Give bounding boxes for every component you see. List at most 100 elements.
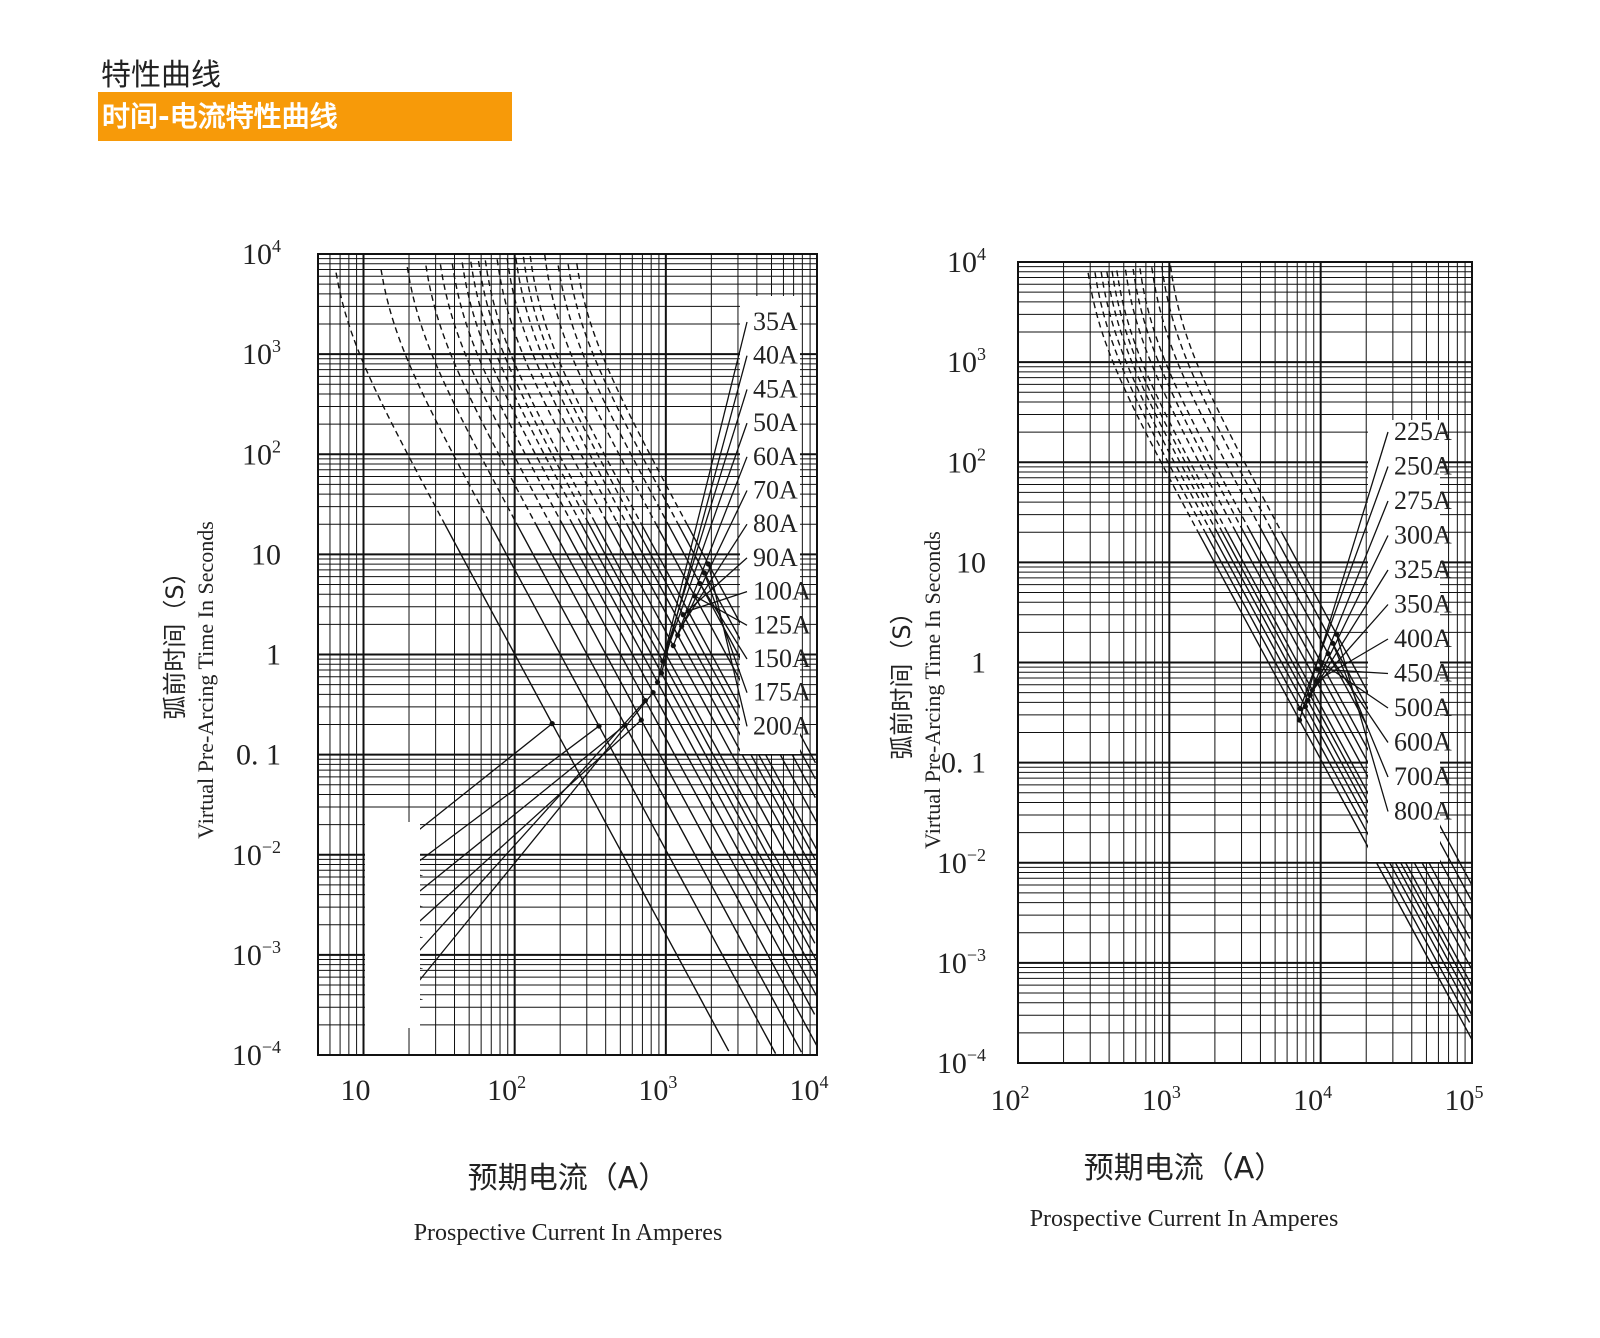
legend-panel (1368, 420, 1440, 862)
leader-dot-325A (1307, 692, 1313, 698)
leader-dot-300A (1305, 698, 1311, 704)
leader-dot-250A (1297, 705, 1303, 712)
y-tick-label: 0. 1 (236, 739, 281, 772)
leader-dot-30A (650, 690, 656, 696)
y-tick-label: 0. 1 (941, 747, 986, 780)
leader-600A (1327, 653, 1389, 743)
section-banner: 时间-电流特性曲线 (98, 92, 512, 141)
curve-label-325A: 325A (1394, 555, 1452, 584)
curve-label-125A: 125A (753, 610, 811, 639)
leader-dot-275A (1302, 703, 1308, 710)
curve-10A-upper (380, 269, 490, 522)
curve-325A (1220, 529, 1473, 996)
leader-dot-225A (1296, 717, 1303, 723)
y-tick-label: 10 (251, 538, 281, 571)
leader-5A (409, 723, 553, 838)
leader-125A (694, 595, 748, 626)
leader-250A (1299, 466, 1389, 709)
x-tick-label: 102 (487, 1072, 526, 1107)
legend: 225A 250A 275A 300A 325A 350A 400A 450A 500A 600A… (1296, 417, 1452, 826)
curve-label-250A: 250A (1394, 452, 1452, 481)
x-tick-label: 104 (1293, 1082, 1332, 1117)
y-tick-label: 10−3 (232, 937, 281, 972)
curve-350A (1226, 531, 1473, 987)
leader-400A (1315, 638, 1389, 682)
page-heading: 特性曲线 (101, 58, 221, 93)
curve-250A-upper (1094, 272, 1206, 532)
curve-label-500A: 500A (1394, 693, 1452, 722)
curve-5A-upper (335, 272, 444, 521)
y-tick-label: 1 (266, 639, 281, 672)
y-axis-title-en: Virtual Pre-Arcing Time In Seconds (920, 531, 945, 849)
curve-30A-upper (451, 263, 562, 522)
legend-panel-low (365, 822, 420, 1028)
curve-60A (605, 521, 818, 913)
leader-500A (1320, 661, 1389, 709)
curve-100A (640, 522, 818, 851)
leader-dot-700A (1330, 640, 1336, 646)
curve-label-225A: 225A (1394, 417, 1452, 446)
y-axis-title-cn: 弧前时间（S） (161, 560, 189, 719)
x-axis-title-en: Prospective Current In Amperes (414, 1220, 723, 1246)
leader-700A (1332, 642, 1389, 778)
y-tick-label: 10−2 (937, 845, 986, 880)
curve-25A (549, 523, 816, 1015)
x-tick-label: 103 (1142, 1082, 1181, 1117)
curve-35A-upper (461, 262, 573, 524)
curve-15A-upper (406, 266, 517, 524)
leader-dot-45A (660, 658, 666, 664)
y-axis-title-en: Virtual Pre-Arcing Time In Seconds (193, 521, 218, 839)
leader-dot-100A (685, 608, 691, 614)
leader-200A (707, 563, 748, 727)
leader-dot-350A (1309, 687, 1315, 693)
curve-450A (1241, 529, 1471, 952)
y-tick-label: 104 (947, 244, 986, 279)
curves (1087, 265, 1473, 1040)
leader-dot-70A (675, 632, 681, 638)
curve-275A-upper (1100, 271, 1210, 529)
curve-label-40A: 40A (753, 341, 798, 370)
y-axis-title-cn: 弧前时间（S） (888, 600, 916, 759)
curve-400A (1234, 530, 1473, 970)
curve-label-450A: 450A (1394, 659, 1452, 688)
curve-50A (593, 521, 816, 931)
y-tick-label: 10−4 (232, 1037, 281, 1072)
curve-450A-upper (1132, 268, 1244, 531)
x-tick-label: 103 (638, 1072, 677, 1107)
curve-40A-upper (470, 261, 582, 523)
curve-label-200A: 200A (753, 711, 811, 740)
y-tick-label: 103 (242, 336, 281, 371)
curve-800A-upper (1169, 265, 1282, 532)
curve-35A (571, 523, 818, 979)
leader-dot-60A (670, 643, 676, 649)
leader-dot-600A (1325, 651, 1331, 657)
leader-450A (1317, 668, 1389, 675)
curve-label-700A: 700A (1394, 762, 1452, 791)
leader-45A (662, 389, 748, 662)
curve-30A (560, 520, 818, 997)
y-tick-label: 10 (956, 546, 986, 579)
y-tick-label: 103 (947, 344, 986, 379)
x-axis-title-en: Prospective Current In Amperes (1030, 1206, 1339, 1232)
curve-label-45A: 45A (753, 374, 798, 403)
y-grid (1018, 266, 1472, 1064)
curve-20A (534, 522, 818, 1047)
x-tick-label: 104 (790, 1072, 829, 1107)
curve-150A-upper (557, 265, 668, 523)
curve-label-275A: 275A (1394, 486, 1452, 515)
x-axis-title-cn: 预期电流（A） (1084, 1151, 1285, 1186)
x-tick-label: 102 (991, 1082, 1030, 1117)
y-tick-label: 10−2 (232, 837, 281, 872)
y-tick-label: 10−3 (937, 945, 986, 980)
curve-100A-upper (529, 256, 642, 524)
leader-10A (409, 725, 600, 869)
curve-label-600A: 600A (1394, 728, 1452, 757)
leader-dot-800A (1333, 631, 1340, 637)
curve-label-150A: 150A (753, 644, 811, 673)
curve-10A (487, 520, 777, 1054)
curve-label-400A: 400A (1394, 624, 1452, 653)
leader-dot-35A (654, 679, 661, 685)
leader-dot-200A (705, 561, 711, 567)
leader-dot-150A (697, 580, 703, 587)
